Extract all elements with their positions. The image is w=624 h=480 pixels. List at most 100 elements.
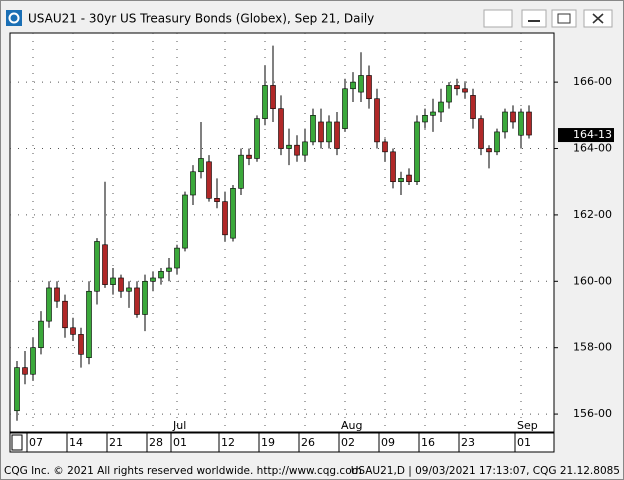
x-axis-strip	[9, 432, 555, 453]
candle-body	[78, 334, 84, 355]
x-tick-label: 07	[29, 436, 43, 449]
candle-body	[94, 241, 100, 292]
candle-body	[350, 81, 356, 90]
candle-body	[334, 121, 340, 149]
candle-body	[150, 277, 156, 282]
candle-body	[38, 320, 44, 348]
y-tick-label: 164-00	[573, 142, 612, 155]
scroll-handle[interactable]	[11, 434, 23, 451]
candle-body	[102, 244, 108, 285]
candle-body	[262, 85, 268, 119]
candle-body	[54, 287, 60, 302]
candle-body	[438, 101, 444, 113]
candle-body	[318, 121, 324, 143]
month-label: Aug	[341, 419, 362, 432]
candle-body	[190, 171, 196, 196]
y-tick-label: 158-00	[573, 341, 612, 354]
candle-body	[414, 121, 420, 183]
candle-body	[390, 151, 396, 183]
x-tick-label: 01	[173, 436, 187, 449]
candle-body	[278, 108, 284, 149]
candle-body	[118, 277, 124, 292]
x-tick-label: 14	[69, 436, 83, 449]
candle-body	[486, 148, 492, 153]
x-tick-label: 26	[301, 436, 315, 449]
candle-body	[294, 144, 300, 156]
candle-body	[422, 115, 428, 123]
candle-body	[46, 287, 52, 322]
y-tick-label: 166-00	[573, 75, 612, 88]
candle-body	[206, 161, 212, 199]
candle-body	[382, 141, 388, 153]
x-tick-label: 23	[461, 436, 475, 449]
minimize-button[interactable]	[521, 9, 547, 28]
x-tick-label: 19	[261, 436, 275, 449]
candle-body	[254, 118, 260, 159]
footer-left: CQG Inc. © 2021 All rights reserved worl…	[4, 465, 362, 477]
candle-body	[238, 154, 244, 189]
y-tick-label: 162-00	[573, 208, 612, 221]
last-price-box	[558, 128, 614, 143]
candle-body	[246, 154, 252, 159]
candle-body	[358, 75, 364, 93]
candle-body	[446, 85, 452, 103]
candle-body	[462, 88, 468, 93]
candle-body	[22, 367, 28, 375]
candle-body	[110, 277, 116, 285]
app-icon	[6, 10, 22, 26]
candle-body	[158, 271, 164, 279]
x-tick-label: 28	[149, 436, 163, 449]
candle-body	[182, 194, 188, 249]
candle-body	[222, 201, 228, 236]
candle-body	[166, 267, 172, 272]
candle-body	[398, 178, 404, 183]
candle-body	[30, 347, 36, 375]
x-tick-label: 02	[341, 436, 355, 449]
candle-body	[526, 111, 532, 136]
x-tick-label: 12	[221, 436, 235, 449]
candle-body	[430, 111, 436, 116]
maximize-glyph	[557, 13, 571, 24]
candle-body	[326, 121, 332, 143]
candle-body	[310, 115, 316, 143]
candle-body	[510, 111, 516, 123]
plot-area	[9, 32, 555, 433]
link-button[interactable]	[483, 9, 513, 28]
footer-right: USAU21,D | 09/03/2021 17:13:07, CQG 21.1…	[351, 465, 620, 477]
month-label: Sep	[517, 419, 538, 432]
candle-body	[470, 95, 476, 119]
candle-body	[406, 174, 412, 183]
candle-body	[14, 367, 20, 412]
candle-body	[366, 75, 372, 100]
candle-body	[494, 131, 500, 153]
candle-body	[454, 85, 460, 90]
last-price-label: 164-13	[573, 128, 612, 141]
candle-body	[142, 280, 148, 315]
y-tick-label: 160-00	[573, 274, 612, 287]
close-glyph	[592, 13, 604, 24]
candle-body	[270, 85, 276, 109]
candle-body	[230, 188, 236, 239]
candle-body	[86, 290, 92, 358]
window-title: USAU21 - 30yr US Treasury Bonds (Globex)…	[28, 12, 374, 26]
x-tick-label: 01	[517, 436, 531, 449]
candle-body	[518, 111, 524, 136]
candle-body	[374, 98, 380, 143]
candle-body	[126, 287, 132, 292]
maximize-button[interactable]	[551, 9, 577, 28]
candle-body	[478, 118, 484, 149]
x-tick-label: 21	[109, 436, 123, 449]
candle-body	[302, 141, 308, 156]
candle-body	[70, 327, 76, 335]
candle-body	[134, 287, 140, 315]
candle-body	[198, 158, 204, 173]
month-label: Jul	[172, 419, 186, 432]
candle-body	[174, 247, 180, 269]
candle-body	[214, 198, 220, 202]
candle-body	[502, 111, 508, 133]
candle-body	[62, 300, 68, 329]
app-icon-glyph	[8, 12, 20, 24]
candle-body	[286, 144, 292, 149]
candle-body	[342, 88, 348, 129]
